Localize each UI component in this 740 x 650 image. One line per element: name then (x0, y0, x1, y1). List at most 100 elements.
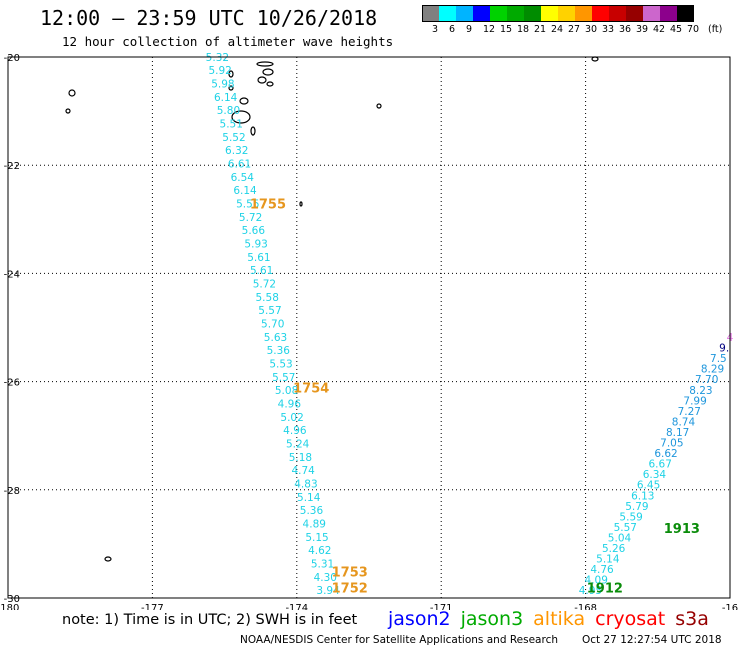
colorbar-swatch (609, 5, 626, 21)
swh-value-label: 5.93 (244, 238, 267, 250)
colorbar-swatch (558, 5, 575, 21)
swh-value-label: 5.98 (211, 78, 234, 90)
colorbar-tick-label: 12 (483, 24, 496, 35)
swh-value-label: 5.63 (264, 332, 287, 344)
colorbar-swatch (660, 5, 677, 21)
swh-value-label: 7.70 (695, 374, 718, 386)
colorbar-tick-label: 6 (449, 24, 456, 35)
colorbar-swatch (422, 5, 439, 21)
axis-ticks: -180 -177 -174 -171 -168 -16 -20 -22 -24 -26 -28 -3… (0, 53, 738, 610)
lat-tick-label: -26 (4, 378, 20, 389)
pass-time-label: 1912 (587, 582, 623, 597)
lon-tick-label: -171 (430, 603, 453, 610)
colorbar-swatch (677, 5, 694, 21)
colorbar-tick-label: 27 (568, 24, 581, 35)
lon-tick-label: -174 (285, 603, 308, 610)
colorbar-swatch (626, 5, 643, 21)
island-outlines (65, 56, 599, 562)
swh-value-label: 5.02 (280, 412, 303, 424)
satellite-legend: jason2 jason3 altika cryosat s3a (388, 608, 719, 630)
colorbar-tick-label: 70 (687, 24, 700, 35)
swh-value-label: 5.79 (625, 501, 648, 513)
swh-value-label: 5.14 (297, 492, 321, 504)
swh-value-label: 7.99 (683, 395, 706, 407)
colorbar-tick-label: 30 (585, 24, 598, 35)
swh-value-label: 6.45 (637, 480, 660, 492)
lat-tick-label: -20 (4, 53, 20, 64)
island-outline (228, 70, 234, 78)
colorbar-tick-label: 45 (670, 24, 683, 35)
swh-value-label: 5.52 (222, 132, 245, 144)
colorbar-tick-label: 3 (432, 24, 439, 35)
island-outline (266, 81, 274, 87)
swh-value-label: 6.62 (654, 448, 677, 460)
graticule (8, 57, 730, 598)
satellite-legend-item: s3a (675, 608, 709, 630)
swh-value-label: 8.23 (689, 385, 712, 397)
lon-tick-label: -177 (141, 603, 164, 610)
swh-value-label: 8.17 (666, 427, 689, 439)
island-outline (228, 85, 234, 91)
swh-value-label: 4.09 (585, 575, 608, 587)
swh-value-label: 5.04 (608, 532, 632, 544)
generation-timestamp: Oct 27 12:27:54 UTC 2018 (582, 634, 722, 646)
island-outline (256, 61, 274, 67)
map-title: 12:00 – 23:59 UTC 10/26/2018 (40, 6, 378, 30)
map-plot: -180 -177 -174 -171 -168 -16 -20 -22 -24 -26 -28 -3… (0, 52, 738, 610)
colorbar-swatch (490, 5, 507, 21)
island-outline (250, 126, 256, 136)
swh-value-label: 4.89 (303, 519, 326, 531)
colorbar-swatch (456, 5, 473, 21)
swh-value-label: 5.72 (239, 212, 262, 224)
colorbar-swatch (575, 5, 592, 21)
swh-value-label: 5.32 (206, 52, 229, 64)
swh-value-label: 8.29 (701, 364, 724, 376)
swh-value-label: 5.72 (253, 278, 276, 290)
swh-value-label: 5.26 (602, 543, 626, 555)
swh-value-label: 7.5 (710, 353, 727, 365)
swh-value-label: 5.66 (242, 225, 266, 237)
lon-tick-label: -16 (722, 603, 738, 610)
colorbar-frame (422, 5, 694, 22)
colorbar-tick-label: 15 (500, 24, 513, 35)
colorbar-swatch (439, 5, 456, 21)
swh-value-label: 5.61 (250, 265, 273, 277)
footer-note: note: 1) Time is in UTC; 2) SWH is in fe… (62, 612, 358, 628)
swh-value-label: 5.59 (619, 511, 642, 523)
swh-value-label: 5.61 (247, 252, 270, 264)
swh-value-label: 4.30 (314, 572, 337, 584)
swh-value-label: 3.94 (316, 585, 340, 597)
colorbar-tick-label: 24 (551, 24, 564, 35)
island-outline (376, 103, 382, 109)
swh-value-label: 4.95 (579, 585, 602, 597)
swh-value-label: 5.36 (267, 345, 291, 357)
swh-value-label: 4.96 (283, 425, 307, 437)
island-outline (104, 556, 112, 562)
swh-value-label: 8.74 (672, 416, 696, 428)
swh-value-label: 4.76 (590, 564, 614, 576)
island-outline (299, 201, 303, 207)
colorbar-tick-label: 21 (534, 24, 547, 35)
swh-value-label: 5.80 (217, 105, 240, 117)
swh-value-label: 5.57 (272, 372, 295, 384)
swh-value-label: 5.53 (269, 359, 292, 371)
satellite-legend-item: jason3 (460, 608, 524, 630)
map-subtitle: 12 hour collection of altimeter wave hei… (62, 34, 394, 49)
swh-value-label: 6.54 (231, 172, 255, 184)
swh-value-label: 6.32 (225, 145, 248, 157)
colorbar-tick-label: 39 (636, 24, 649, 35)
pass-time-label: 1753 (332, 565, 368, 580)
island-outline (591, 56, 599, 62)
satellite-legend-item: altika (533, 608, 586, 630)
swh-value-label: 6.14 (233, 185, 257, 197)
colorbar-swatch (507, 5, 524, 21)
colorbar-swatch (524, 5, 541, 21)
swh-value-label: 4.83 (294, 479, 317, 491)
swh-value-label: 5.18 (289, 452, 312, 464)
colorbar-tick-label: 9 (466, 24, 473, 35)
pass-time-label: 1754 (293, 381, 329, 396)
swh-value-label: 5.15 (305, 532, 328, 544)
swh-value-label: 5.57 (258, 305, 281, 317)
pass-time-label: 1913 (664, 522, 700, 537)
lat-tick-label: -24 (4, 269, 20, 280)
